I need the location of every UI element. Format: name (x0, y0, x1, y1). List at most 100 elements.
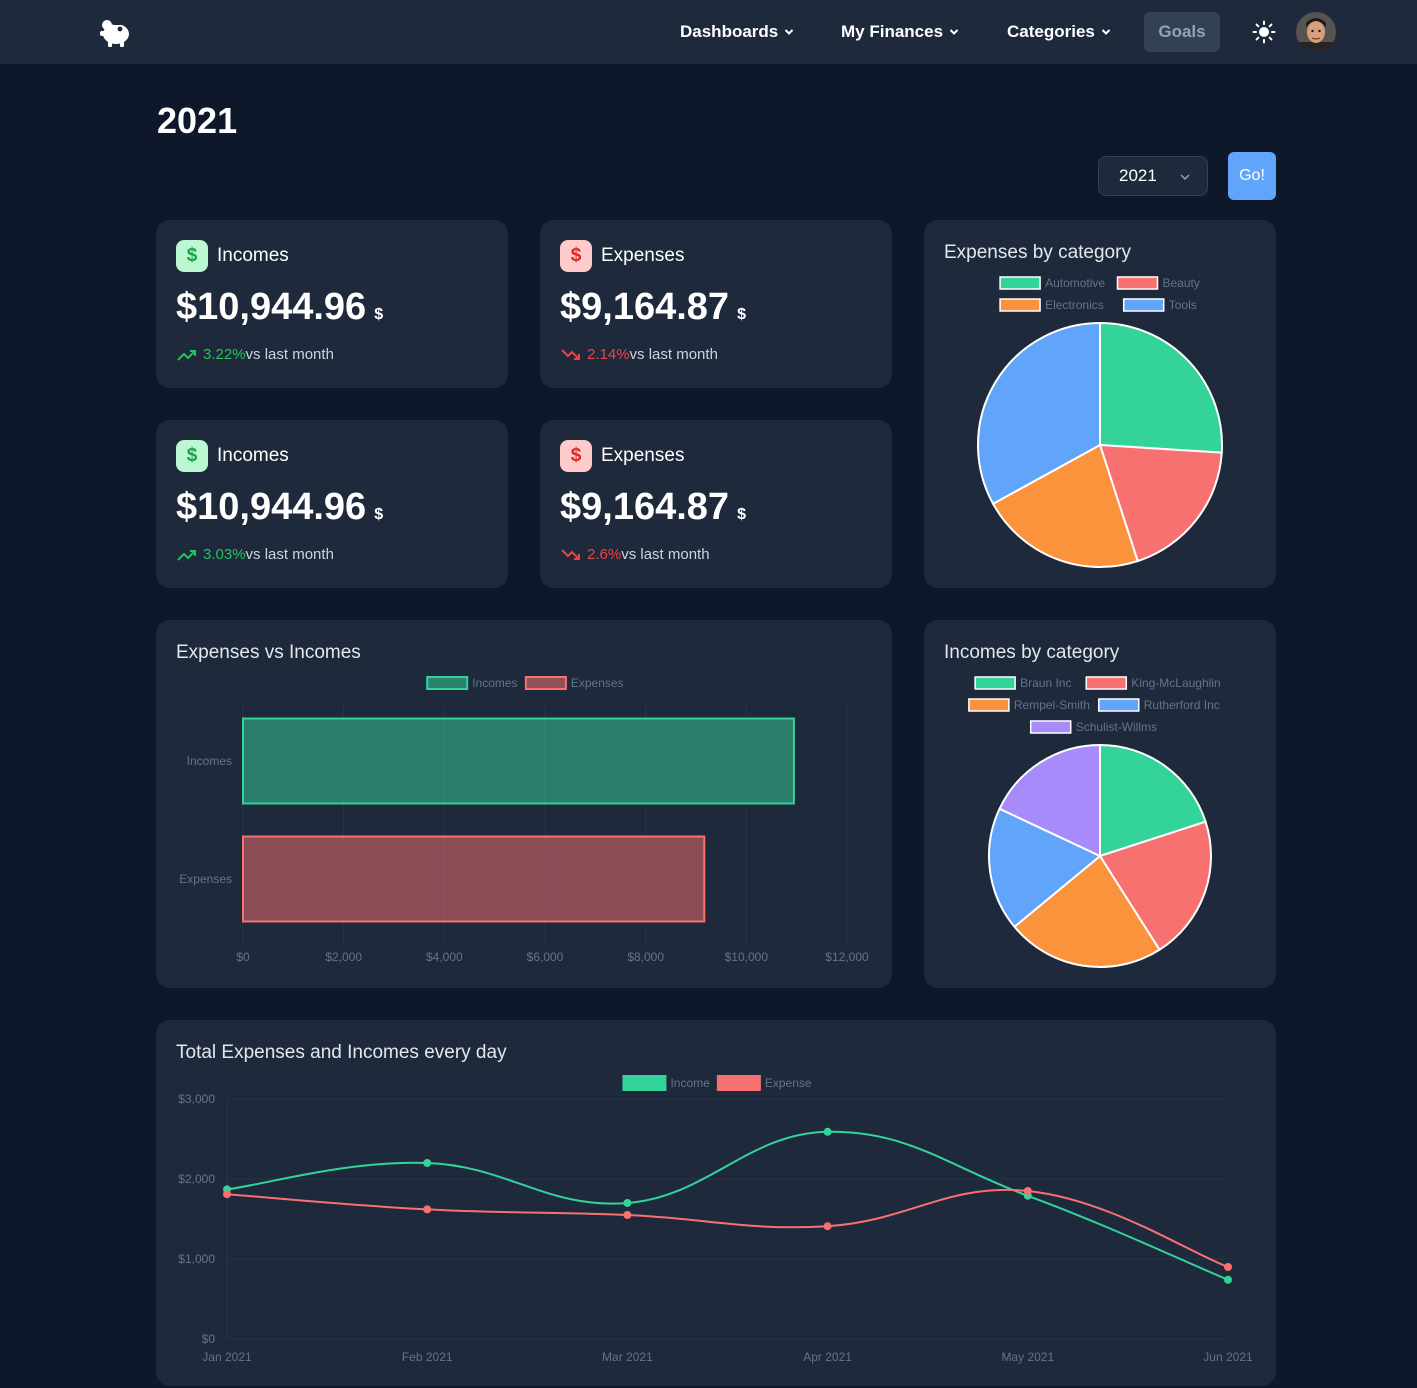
bar-incomes (243, 719, 794, 804)
data-point-income (623, 1199, 631, 1207)
dollar-icon: $ (560, 240, 592, 272)
legend-swatch (1000, 299, 1040, 311)
nav-goals[interactable]: Goals (1144, 12, 1220, 52)
expenses-vs-incomes-card: Expenses vs Incomes $0 $2,000 $4,000 $6,000… (156, 620, 892, 988)
stat-currency: $ (737, 506, 746, 524)
expenses-by-category-card: Expenses by category Automotive Beauty Ele… (924, 220, 1276, 588)
legend-swatch (1124, 299, 1164, 311)
legend-label: Incomes (472, 676, 517, 690)
legend-swatch (526, 677, 566, 689)
y-tick-label: $3,000 (178, 1092, 215, 1106)
year-select[interactable]: 2021 (1098, 156, 1208, 196)
stat-currency: $ (374, 306, 383, 324)
legend-swatch (623, 1076, 665, 1090)
dollar-icon: $ (176, 440, 208, 472)
stat-pct: 3.03% (203, 546, 246, 563)
y-tick-label: $1,000 (178, 1252, 215, 1266)
legend-label: Expense (765, 1076, 812, 1090)
chevron-down-icon (949, 27, 959, 37)
x-tick-label: Feb 2021 (402, 1350, 453, 1364)
stat-amount: $9,164.87 (560, 286, 729, 329)
stat-pct: 2.14% (587, 346, 630, 363)
stat-suffix: vs last month (246, 546, 334, 563)
incomes-by-category-card: Incomes by category Braun Inc King-McLaug… (924, 620, 1276, 988)
legend-label: Automotive (1045, 276, 1105, 290)
go-button[interactable]: Go! (1228, 152, 1276, 200)
y-tick-label: Expenses (179, 872, 232, 886)
x-tick-label: $6,000 (527, 950, 564, 964)
x-tick-label: May 2021 (1001, 1350, 1054, 1364)
stat-card-incomes: $ Incomes $10,944.96 $ 3.22% vs last mon… (156, 220, 508, 388)
year-select-value: 2021 (1119, 166, 1157, 186)
user-avatar[interactable] (1296, 12, 1336, 52)
trending-up-icon (177, 548, 197, 562)
data-point-income (1224, 1276, 1232, 1284)
legend-label: Expenses (571, 676, 624, 690)
nav-goals-label: Goals (1158, 22, 1205, 42)
chevron-down-icon (1179, 171, 1191, 183)
series-line-expense (227, 1190, 1228, 1267)
legend-swatch (969, 699, 1009, 711)
legend-swatch (1099, 699, 1139, 711)
stat-title: Expenses (601, 245, 684, 267)
x-tick-label: $8,000 (627, 950, 664, 964)
chevron-down-icon (1101, 27, 1111, 37)
go-button-label: Go! (1239, 167, 1265, 185)
trending-down-icon (561, 348, 581, 362)
data-point-expense (1024, 1187, 1032, 1195)
legend-label: King-McLaughlin (1131, 676, 1220, 690)
chevron-down-icon (784, 27, 794, 37)
nav-categories-label: Categories (1007, 22, 1095, 42)
x-tick-label: Jun 2021 (1203, 1350, 1253, 1364)
legend-label: Braun Inc (1020, 676, 1071, 690)
legend-label: Beauty (1162, 276, 1199, 290)
stat-card-expenses: $ Expenses $9,164.87 $ 2.14% vs last mon… (540, 220, 892, 388)
nav-my-finances-label: My Finances (841, 22, 943, 42)
stat-card-incomes: $ Incomes $10,944.96 $ 3.03% vs last mon… (156, 420, 508, 588)
x-tick-label: Jan 2021 (202, 1350, 252, 1364)
dollar-icon: $ (176, 240, 208, 272)
legend-label: Rutherford Inc (1144, 698, 1220, 712)
stat-card-expenses: $ Expenses $9,164.87 $ 2.6% vs last mont… (540, 420, 892, 588)
legend-swatch (718, 1076, 760, 1090)
pie-slice (1100, 323, 1222, 453)
y-tick-label: $0 (202, 1332, 216, 1346)
nav-dashboards[interactable]: Dashboards (680, 22, 794, 42)
stat-title: Expenses (601, 445, 684, 467)
stat-amount: $10,944.96 (176, 286, 366, 329)
legend-swatch (975, 677, 1015, 689)
piggy-bank-icon[interactable] (94, 14, 134, 50)
nav-categories[interactable]: Categories (1007, 22, 1111, 42)
legend-swatch (427, 677, 467, 689)
data-point-expense (423, 1205, 431, 1213)
stat-suffix: vs last month (621, 546, 709, 563)
stat-title: Incomes (217, 445, 289, 467)
top-navbar: Dashboards My Finances Categories Goals (0, 0, 1417, 64)
legend-label: Rempel-Smith (1014, 698, 1090, 712)
nav-dashboards-label: Dashboards (680, 22, 778, 42)
expenses-by-category-chart: Automotive Beauty Electronics Tools (924, 220, 1276, 588)
daily-totals-chart: $0$1,000$2,000$3,000Jan 2021 Feb 2021 Mar … (156, 1020, 1276, 1386)
data-point-expense (223, 1190, 231, 1198)
stat-amount: $9,164.87 (560, 486, 729, 529)
x-tick-label: $10,000 (725, 950, 769, 964)
trending-down-icon (561, 548, 581, 562)
legend-label: Tools (1169, 298, 1197, 312)
x-tick-label: $4,000 (426, 950, 463, 964)
data-point-income (423, 1159, 431, 1167)
data-point-expense (824, 1222, 832, 1230)
stat-currency: $ (737, 306, 746, 324)
sun-icon[interactable] (1252, 20, 1276, 44)
data-point-expense (1224, 1263, 1232, 1271)
legend-swatch (1031, 721, 1071, 733)
page-title: 2021 (157, 100, 237, 142)
bar-expenses (243, 837, 704, 922)
stat-title: Incomes (217, 245, 289, 267)
legend-label: Electronics (1045, 298, 1104, 312)
nav-my-finances[interactable]: My Finances (841, 22, 959, 42)
dollar-icon: $ (560, 440, 592, 472)
stat-pct: 2.6% (587, 546, 621, 563)
legend-swatch (1117, 277, 1157, 289)
y-tick-label: Incomes (187, 754, 232, 768)
legend-swatch (1086, 677, 1126, 689)
